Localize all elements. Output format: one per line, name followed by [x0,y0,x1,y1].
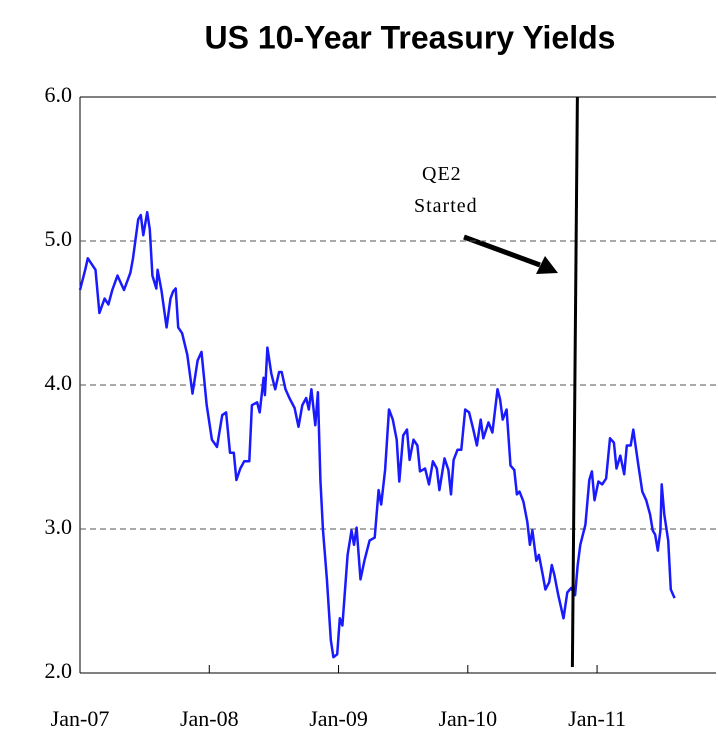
x-tick-label: Jan-09 [309,706,368,731]
y-tick-label: 5.0 [45,226,73,251]
y-tick-label: 4.0 [45,370,73,395]
annotation: Started [414,195,478,217]
x-tick-label: Jan-07 [51,706,110,731]
x-tick-label: Jan-11 [568,706,626,731]
arrow-head [536,256,558,274]
y-tick-label: 2.0 [45,658,73,683]
y-tick-label: 6.0 [45,82,73,107]
annotation-arrow [463,234,541,268]
event-line [570,96,579,668]
chart-title: US 10-Year Treasury Yields [205,19,616,55]
y-tick-label: 3.0 [45,514,73,539]
x-tick-label: Jan-08 [180,706,239,731]
x-tick-label: Jan-10 [438,706,497,731]
annotation: QE2 [422,163,462,185]
yield-line [78,210,676,659]
